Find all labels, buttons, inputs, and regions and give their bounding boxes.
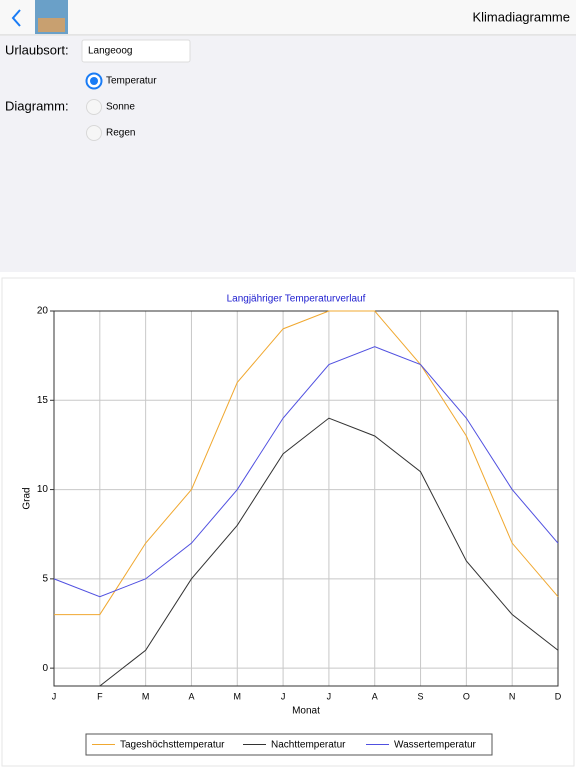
y-tick-label: 5 [42, 573, 48, 584]
x-axis-label: Monat [292, 706, 320, 717]
x-tick-label: J [52, 691, 57, 701]
radio-dot [90, 77, 98, 85]
location-input[interactable] [81, 39, 191, 63]
location-value: Langeoog [88, 46, 133, 57]
app-thumbnail-detail [38, 18, 65, 32]
radio-label: Temperatur [106, 76, 157, 87]
y-tick-label: 20 [37, 306, 49, 317]
back-button[interactable] [11, 9, 21, 27]
legend-label: Wassertemperatur [394, 740, 477, 751]
x-tick-label: O [463, 691, 470, 701]
nav-title: Klimadiagramme [472, 9, 570, 24]
x-tick-label: F [97, 691, 103, 701]
y-tick-label: 15 [37, 395, 49, 406]
form-area [0, 36, 576, 272]
x-tick-label: D [555, 691, 562, 701]
location-label: Urlaubsort: [5, 42, 69, 57]
diagram-label: Diagramm: [5, 98, 69, 113]
legend-label: Nachttemperatur [271, 740, 346, 751]
y-axis-label: Grad [22, 487, 33, 509]
y-tick-label: 10 [37, 484, 49, 495]
chart-panel [1, 277, 575, 767]
data-line [54, 310, 559, 616]
radio-label: Regen [106, 128, 135, 139]
x-tick-label: J [327, 691, 332, 701]
data-line [54, 417, 559, 687]
x-tick-label: N [509, 691, 516, 701]
x-tick-label: A [372, 691, 378, 701]
data-line [53, 346, 559, 598]
x-tick-label: A [188, 691, 194, 701]
legend-box [85, 733, 493, 756]
nav-bar [0, 0, 576, 35]
y-tick-label: 0 [42, 663, 48, 674]
legend-label: Tageshöchsttemperatur [120, 740, 225, 751]
x-tick-label: M [234, 691, 242, 701]
x-tick-label: S [418, 691, 424, 701]
radio-label: Sonne [106, 102, 135, 113]
plot-frame [53, 310, 559, 687]
x-tick-label: J [281, 691, 286, 701]
x-tick-label: M [142, 691, 150, 701]
radio-button[interactable] [86, 125, 102, 141]
chart-title: Langjähriger Temperaturverlauf [227, 294, 366, 305]
radio-button[interactable] [86, 99, 102, 115]
